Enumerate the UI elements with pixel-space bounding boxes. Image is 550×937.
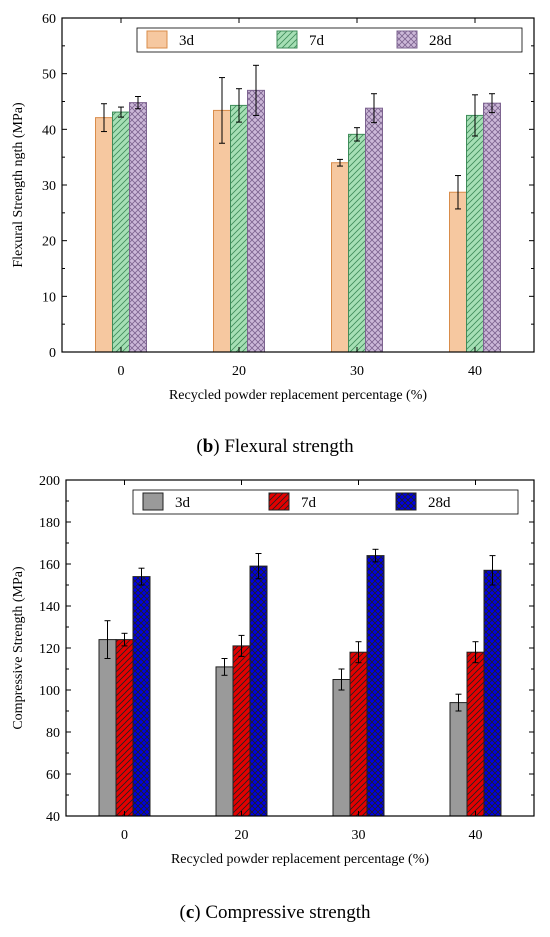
bar-3d-20 [213, 109, 231, 353]
bar-7d-30 [349, 651, 368, 817]
caption-letter: c [185, 902, 195, 923]
y-tick-label: 200 [39, 474, 60, 489]
legend-label-28d: 28d [428, 495, 451, 511]
flexural-strength-chart: 0 10 20 30 40 50 60 0 20 30 40 3d 7d 28d Recycled powd… [0, 12, 550, 458]
flexural-strength-plot: 0 10 20 30 40 50 60 0 20 30 40 3d 7d 28d Recycled powd… [11, 12, 535, 403]
legend-swatch-7d [276, 30, 298, 49]
compressive-strength-plot: 40 60 80 100 120 140 160 180 200 0 20 30 40 3d 7d 28d Re… [11, 474, 535, 867]
x-tick-label: 40 [468, 364, 482, 379]
bar-7d-0 [115, 639, 134, 817]
x-tick-label: 40 [469, 828, 483, 843]
y-tick-label: 10 [42, 290, 56, 305]
bar-28d-40 [483, 102, 501, 353]
compressive-strength-chart: 40 60 80 100 120 140 160 180 200 0 20 30 40 3d 7d 28d Re… [0, 470, 550, 932]
bar-3d-30 [332, 679, 351, 817]
y-tick-label: 80 [46, 726, 60, 741]
bar-7d-0 [112, 111, 130, 353]
y-axis-label: Flexural Strength ngth (MPa) [11, 102, 26, 268]
compressive-caption: (c) Compressive strength [0, 902, 550, 924]
caption-text: ) Flexural strength [213, 436, 354, 457]
legend-label-28d: 28d [429, 33, 452, 49]
legend-swatch-28d [396, 30, 418, 49]
y-tick-label: 100 [39, 684, 60, 699]
y-tick-label: 0 [49, 346, 56, 361]
y-tick-label: 120 [39, 642, 60, 657]
x-axis-label: Recycled powder replacement percentage (… [171, 852, 429, 867]
x-tick-label: 20 [235, 828, 249, 843]
bar-7d-40 [466, 114, 484, 353]
x-tick-label: 0 [118, 364, 125, 379]
legend-swatch-28d [395, 492, 417, 511]
y-axis-label: Compressive Strength (MPa) [11, 566, 26, 730]
legend-label-7d: 7d [309, 33, 325, 49]
plot-frame [61, 17, 535, 353]
x-tick-label: 30 [352, 828, 366, 843]
y-tick-label: 140 [39, 600, 60, 615]
bar-28d-0 [132, 576, 151, 817]
legend-swatch-7d [268, 492, 290, 511]
bar-28d-30 [365, 107, 383, 353]
bar-3d-0 [95, 117, 113, 353]
y-tick-label: 160 [39, 558, 60, 573]
y-tick-label: 180 [39, 516, 60, 531]
caption-prefix: ( [179, 902, 186, 923]
y-tick-label: 20 [42, 235, 56, 250]
x-tick-label: 20 [232, 364, 246, 379]
bar-7d-20 [230, 104, 248, 353]
bar-3d-30 [331, 162, 349, 353]
flexural-caption: (b) Flexural strength [0, 436, 550, 458]
y-tick-label: 60 [46, 768, 60, 783]
caption-letter: b [202, 436, 214, 457]
plot-frame [65, 479, 535, 817]
bar-28d-0 [129, 102, 147, 353]
x-tick-label: 30 [350, 364, 364, 379]
bar-7d-20 [232, 645, 251, 817]
bar-28d-20 [249, 565, 268, 817]
bar-28d-40 [483, 569, 502, 817]
bar-3d-0 [98, 639, 117, 817]
legend-box [136, 27, 523, 53]
y-tick-label: 50 [42, 68, 56, 83]
legend-label-3d: 3d [175, 495, 191, 511]
bar-3d-40 [449, 702, 468, 817]
x-axis-label: Recycled powder replacement percentage (… [169, 388, 427, 403]
bar-3d-20 [215, 666, 234, 817]
caption-prefix: ( [196, 436, 203, 457]
bar-28d-20 [247, 89, 265, 353]
legend-swatch-3d [142, 492, 164, 511]
legend-swatch-3d [146, 30, 168, 49]
caption-text: ) Compressive strength [194, 902, 371, 923]
y-tick-label: 40 [46, 810, 60, 825]
y-tick-label: 60 [42, 12, 56, 27]
legend-label-7d: 7d [301, 495, 317, 511]
y-tick-label: 40 [42, 123, 56, 138]
legend-box [132, 489, 519, 515]
bar-7d-40 [466, 651, 485, 817]
bar-7d-30 [348, 133, 366, 353]
bar-28d-30 [366, 555, 385, 817]
y-tick-label: 30 [42, 179, 56, 194]
legend-label-3d: 3d [179, 33, 195, 49]
x-tick-label: 0 [121, 828, 128, 843]
bar-3d-40 [449, 191, 467, 353]
